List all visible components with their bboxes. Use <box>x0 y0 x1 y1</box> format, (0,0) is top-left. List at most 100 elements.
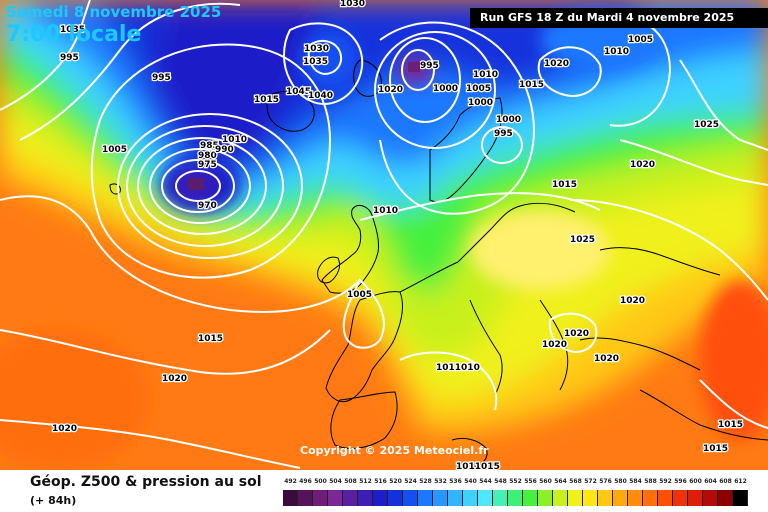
scale-tick-label: 584 <box>629 478 642 485</box>
isobar-label: 1020 <box>620 296 645 306</box>
isobar-label: 980 <box>198 151 217 161</box>
isobar-label: 1020 <box>162 374 187 384</box>
isobar-label: 1045 <box>286 87 311 97</box>
isobar-label: 1000 <box>468 98 493 108</box>
scale-tick-label: 532 <box>434 478 447 485</box>
isobar-label: 1011015 <box>456 462 500 470</box>
scale-swatch <box>673 490 688 506</box>
isobar-label: 985 <box>200 141 219 151</box>
scale-swatch <box>703 490 718 506</box>
isobar-label: 1015 <box>519 80 544 90</box>
scale-swatch <box>283 490 298 506</box>
scale-tick-label: 564 <box>554 478 567 485</box>
scale-tick-label: 560 <box>539 478 552 485</box>
isobars <box>0 0 768 469</box>
isobar-label: 1025 <box>570 235 595 245</box>
isobar-label: 1020 <box>544 59 569 69</box>
isobar-label: 970 <box>198 201 217 211</box>
isobar-label: 1020 <box>594 354 619 364</box>
isobar-label: 1025 <box>694 120 719 130</box>
isobar-label: 990 <box>215 145 234 155</box>
scale-swatch <box>463 490 478 506</box>
low-center-marker <box>408 62 420 72</box>
scale-swatch <box>388 490 403 506</box>
isobar-label: 1005 <box>628 35 653 45</box>
low-center-marker <box>188 178 204 190</box>
scale-tick-label: 504 <box>329 478 342 485</box>
scale-swatch <box>448 490 463 506</box>
scale-swatch <box>568 490 583 506</box>
scale-swatch <box>403 490 418 506</box>
isobar-label: 995 <box>420 61 439 71</box>
isobar-label: 995 <box>60 53 79 63</box>
isobar-label: 995 <box>152 73 171 83</box>
isobar-label: 1000 <box>496 115 521 125</box>
scale-tick-label: 588 <box>644 478 657 485</box>
scale-swatch <box>343 490 358 506</box>
lead-time: (+ 84h) <box>30 494 77 507</box>
weather-map: 995 1035 1030 1030 1035 1045 1040 1015 9… <box>0 0 768 470</box>
scale-swatch <box>313 490 328 506</box>
isobar-label: 1015 <box>552 180 577 190</box>
scale-tick-label: 512 <box>359 478 372 485</box>
run-info: Run GFS 18 Z du Mardi 4 novembre 2025 <box>470 8 768 28</box>
scale-swatch <box>628 490 643 506</box>
scale-tick-label: 568 <box>569 478 582 485</box>
scale-swatch <box>373 490 388 506</box>
isobar-label: 1010 <box>222 135 247 145</box>
scale-swatch <box>733 490 748 506</box>
isobar-label: 1010 <box>473 70 498 80</box>
isobar-label: 1035 <box>60 25 85 35</box>
isobar-label: 1040 <box>308 91 333 101</box>
scale-tick-label: 604 <box>704 478 717 485</box>
isobar-labels: 995 1035 1030 1030 1035 1045 1040 1015 9… <box>51 0 745 470</box>
isobar-label: 1011010 <box>436 363 480 373</box>
isobar-label: 1015 <box>718 420 743 430</box>
scale-tick-label: 536 <box>449 478 462 485</box>
scale-tick-label: 508 <box>344 478 357 485</box>
scale-tick-label: 524 <box>404 478 417 485</box>
isobar-label: 1020 <box>52 424 77 434</box>
scale-swatch <box>433 490 448 506</box>
isobar-label: 995 <box>494 129 513 139</box>
scale-tick-label: 540 <box>464 478 477 485</box>
scale-swatch <box>418 490 433 506</box>
scale-swatch <box>553 490 568 506</box>
isobar-label: 1000 <box>433 84 458 94</box>
scale-swatch <box>658 490 673 506</box>
scale-swatch <box>298 490 313 506</box>
scale-swatch <box>493 490 508 506</box>
isobar-label: 1020 <box>564 329 589 339</box>
scale-swatch <box>718 490 733 506</box>
scale-tick-label: 520 <box>389 478 402 485</box>
scale-tick-label: 492 <box>284 478 297 485</box>
scale-tick-label: 608 <box>719 478 732 485</box>
scale-tick-label: 576 <box>599 478 612 485</box>
scale-tick-label: 496 <box>299 478 312 485</box>
isobar-label: 1030 <box>304 44 329 54</box>
isobar-label: 1030 <box>340 0 365 9</box>
scale-tick-label: 600 <box>689 478 702 485</box>
scale-tick-label: 580 <box>614 478 627 485</box>
copyright: Copyright © 2025 Meteociel.fr <box>300 444 489 457</box>
scale-swatch <box>598 490 613 506</box>
scale-tick-label: 596 <box>674 478 687 485</box>
isobar-label: 1020 <box>630 160 655 170</box>
scale-swatch <box>538 490 553 506</box>
isobar-label: 1020 <box>378 85 403 95</box>
isobar-label: 1005 <box>102 145 127 155</box>
scale-swatch <box>328 490 343 506</box>
field-title: Géop. Z500 & pression au sol <box>30 474 262 490</box>
scale-tick-label: 592 <box>659 478 672 485</box>
scale-tick-label: 544 <box>479 478 492 485</box>
forecast-time: 7:00 locale <box>6 22 142 47</box>
scale-swatch <box>478 490 493 506</box>
scale-tick-label: 548 <box>494 478 507 485</box>
isobar-label: 1005 <box>466 84 491 94</box>
scale-swatch <box>583 490 598 506</box>
low-pressure-centers <box>188 62 420 190</box>
geopotential-field <box>0 0 768 470</box>
scale-tick-label: 516 <box>374 478 387 485</box>
isobar-label: 1035 <box>303 57 328 67</box>
isobar-label: 1015 <box>254 95 279 105</box>
